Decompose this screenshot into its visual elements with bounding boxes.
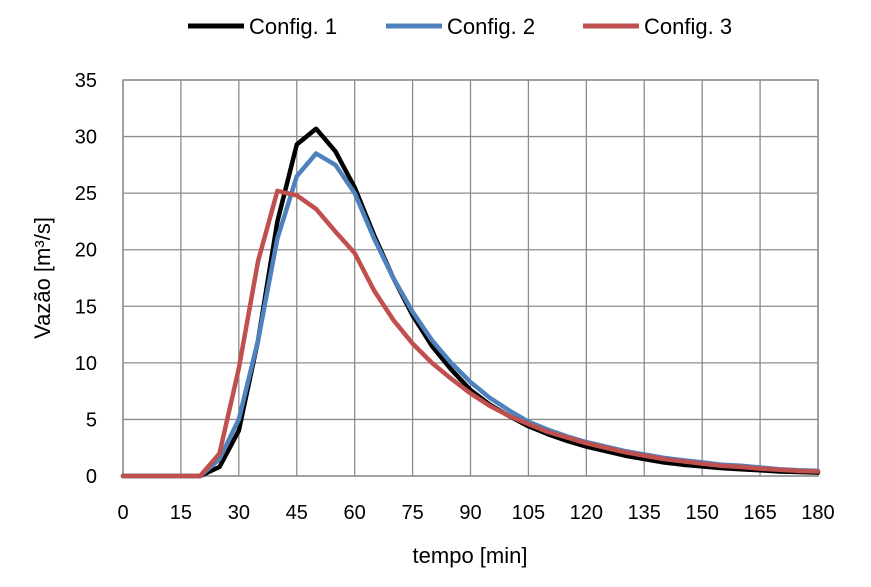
series-line-config-3 — [120, 188, 821, 479]
x-tick-labels: 0 15 30 45 60 75 90 105 120 135 150 165 180 — [117, 502, 834, 524]
plot-border — [122, 79, 819, 477]
x-tick-label: 60 — [344, 502, 366, 524]
x-tick-label: 120 — [570, 502, 603, 524]
legend-label-config-1: Config. 1 — [249, 14, 337, 39]
x-tick-label: 15 — [170, 502, 192, 524]
y-tick-label: 25 — [75, 183, 97, 205]
y-tick-label: 20 — [75, 240, 97, 262]
y-axis-title: Vazão [m³/s] — [30, 217, 55, 339]
gridlines — [122, 79, 819, 477]
legend-label-config-3: Config. 3 — [644, 14, 732, 39]
x-tick-label: 180 — [801, 502, 834, 524]
x-tick-label: 150 — [685, 502, 718, 524]
y-tick-label: 0 — [86, 466, 97, 488]
x-tick-label: 75 — [401, 502, 423, 524]
x-tick-label: 45 — [286, 502, 308, 524]
x-tick-label: 135 — [628, 502, 661, 524]
plot-frame — [122, 79, 819, 477]
x-tick-label: 30 — [228, 502, 250, 524]
legend: Config. 1 Config. 2 Config. 3 — [188, 14, 732, 39]
y-tick-label: 15 — [75, 296, 97, 318]
y-tick-label: 5 — [86, 409, 97, 431]
y-tick-label: 10 — [75, 353, 97, 375]
legend-label-config-2: Config. 2 — [447, 14, 535, 39]
x-tick-label: 90 — [459, 502, 481, 524]
x-axis-title: tempo [min] — [413, 543, 528, 568]
y-tick-label: 30 — [75, 127, 97, 149]
x-tick-label: 0 — [117, 502, 128, 524]
series-lines — [120, 126, 821, 479]
series-line-config-1 — [120, 126, 821, 479]
y-tick-label: 35 — [75, 70, 97, 92]
y-tick-labels: 0 5 10 15 20 25 30 35 — [75, 70, 97, 488]
x-tick-label: 165 — [743, 502, 776, 524]
x-tick-label: 105 — [512, 502, 545, 524]
